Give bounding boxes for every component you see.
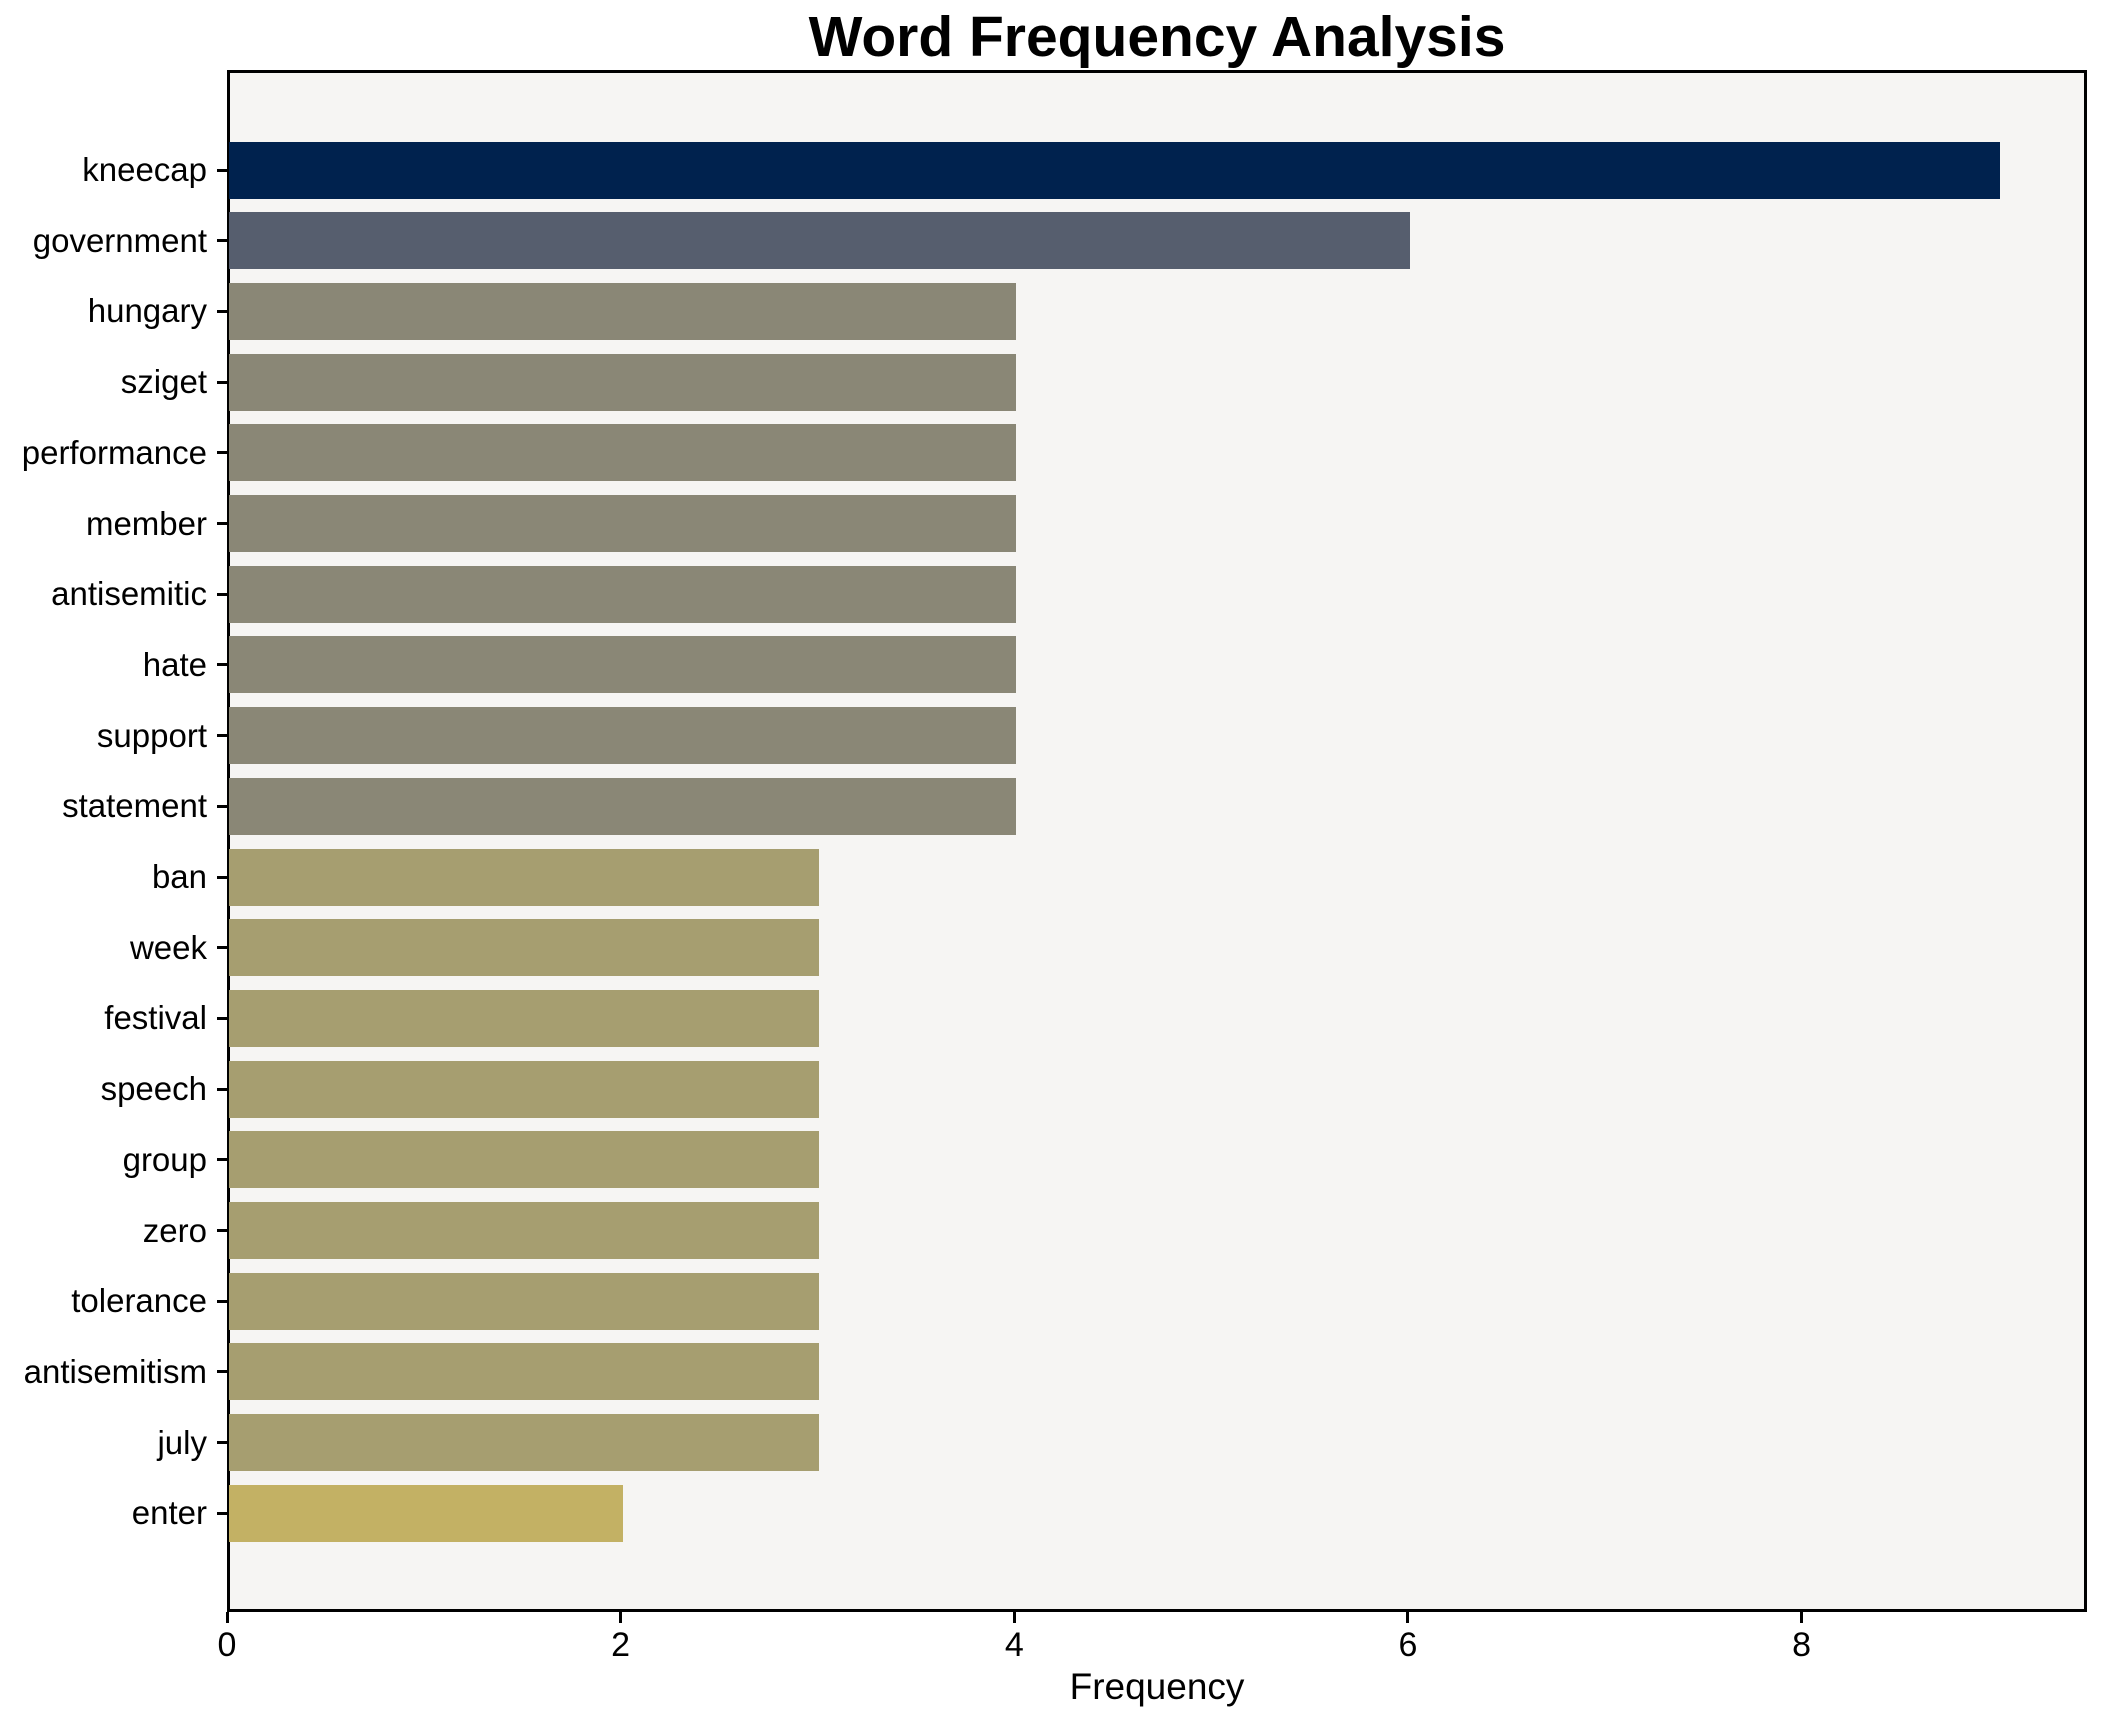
y-tick-mark xyxy=(217,1229,227,1232)
bar-sziget xyxy=(229,353,1017,411)
bar-government xyxy=(229,212,1410,270)
y-tick-label: week xyxy=(129,928,207,966)
y-tick-label: hate xyxy=(142,645,207,683)
y-tick-label: tolerance xyxy=(71,1282,207,1320)
y-tick-mark xyxy=(217,1441,227,1445)
y-tick-mark xyxy=(217,1016,227,1020)
bar-group xyxy=(229,1131,820,1189)
y-tick-mark xyxy=(217,734,227,738)
y-tick-label: antisemitic xyxy=(51,575,207,613)
y-tick-label: july xyxy=(157,1423,207,1461)
x-axis-label: Frequency xyxy=(1069,1666,1245,1707)
bar-kneecap xyxy=(229,141,2001,199)
bar-festival xyxy=(229,989,820,1047)
y-tick-label: statement xyxy=(62,787,207,825)
y-tick-mark xyxy=(217,1370,227,1374)
y-tick-label: member xyxy=(85,504,207,542)
bar-antisemitic xyxy=(229,565,1017,623)
y-tick-mark xyxy=(217,522,227,525)
x-tick-label: 6 xyxy=(1398,1626,1418,1664)
y-tick-label: performance xyxy=(21,433,207,471)
y-tick-mark xyxy=(217,946,227,950)
x-tick-label: 4 xyxy=(1004,1626,1024,1664)
y-tick-label: antisemitism xyxy=(23,1352,207,1390)
y-tick-mark xyxy=(217,875,227,879)
bar-july xyxy=(229,1414,820,1472)
y-tick-mark xyxy=(217,1087,227,1091)
bar-antisemitism xyxy=(229,1343,820,1401)
y-tick-label: speech xyxy=(100,1070,207,1108)
x-tick-mark xyxy=(1012,1612,1016,1623)
y-tick-mark xyxy=(217,309,227,313)
y-tick-mark xyxy=(217,451,227,455)
bar-hate xyxy=(229,636,1017,694)
y-tick-mark xyxy=(217,168,227,172)
bar-zero xyxy=(229,1202,820,1259)
bar-week xyxy=(229,919,820,977)
y-tick-label: ban xyxy=(151,858,207,895)
bar-tolerance xyxy=(229,1272,820,1330)
x-tick-mark xyxy=(1406,1612,1410,1623)
x-tick-mark xyxy=(225,1612,229,1623)
y-tick-mark xyxy=(217,592,227,596)
y-tick-label: hungary xyxy=(87,292,207,330)
bar-performance xyxy=(229,424,1017,482)
bar-statement xyxy=(229,777,1017,835)
x-tick-mark xyxy=(1800,1612,1804,1623)
y-tick-mark xyxy=(217,380,227,384)
y-tick-label: festival xyxy=(104,999,207,1037)
y-tick-mark xyxy=(217,239,227,243)
bar-member xyxy=(229,495,1017,552)
bar-speech xyxy=(229,1060,820,1118)
bar-hungary xyxy=(229,282,1017,340)
y-tick-mark xyxy=(217,804,227,808)
y-tick-label: sziget xyxy=(120,363,207,401)
y-tick-mark xyxy=(217,1158,227,1162)
y-tick-label: government xyxy=(32,221,207,259)
chart-title: Word Frequency Analysis xyxy=(808,5,1506,69)
x-tick-label: 2 xyxy=(611,1626,631,1664)
y-tick-label: kneecap xyxy=(82,151,207,188)
bar-enter xyxy=(229,1484,623,1542)
y-tick-mark xyxy=(217,663,227,667)
y-tick-label: group xyxy=(122,1140,207,1178)
x-tick-label: 0 xyxy=(217,1626,237,1664)
y-tick-label: enter xyxy=(131,1494,207,1532)
y-tick-label: zero xyxy=(142,1211,207,1249)
y-tick-label: support xyxy=(96,716,207,754)
bar-ban xyxy=(229,848,820,906)
y-tick-mark xyxy=(217,1299,227,1303)
x-tick-mark xyxy=(619,1612,623,1623)
x-tick-label: 8 xyxy=(1792,1626,1812,1664)
bar-support xyxy=(229,707,1017,765)
y-tick-mark xyxy=(217,1511,227,1515)
